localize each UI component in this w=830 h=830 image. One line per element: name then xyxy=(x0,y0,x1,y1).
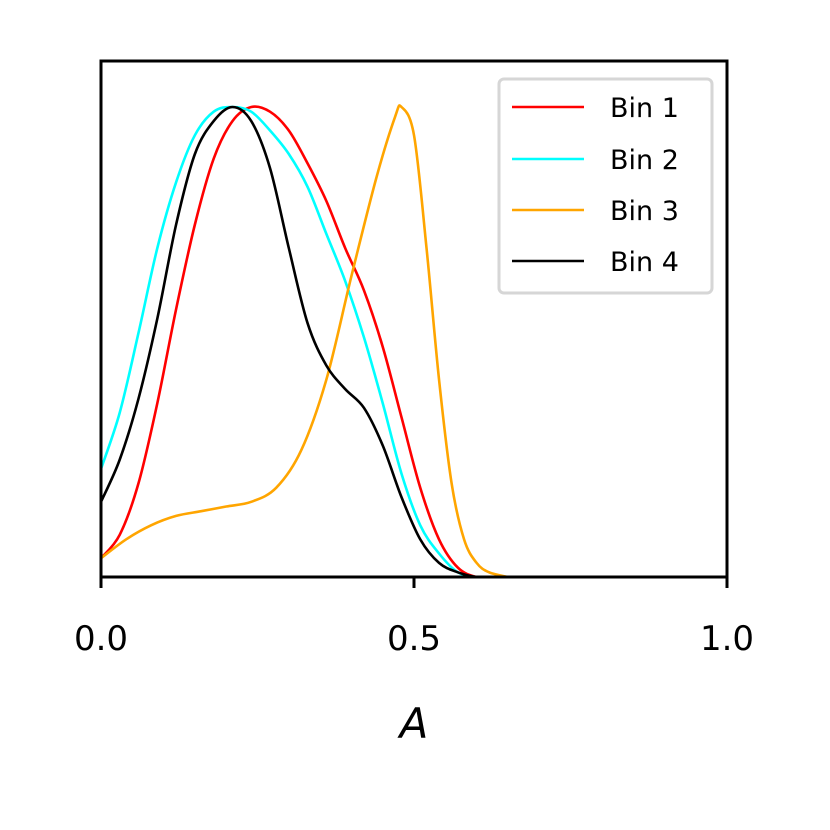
legend-box xyxy=(497,77,714,295)
legend-label: Bin 4 xyxy=(610,247,679,278)
series-line-1 xyxy=(101,105,496,577)
plot-area xyxy=(101,104,509,577)
series-line-2 xyxy=(101,105,496,577)
x-tick-label: 1.0 xyxy=(700,619,754,659)
legend-label: Bin 3 xyxy=(610,196,679,227)
series-line-4 xyxy=(101,105,490,577)
x-axis-ticks: 0.0 0.5 1.0 xyxy=(74,577,754,659)
legend: Bin 1 Bin 2 Bin 3 Bin 4 xyxy=(497,77,714,295)
x-tick-label: 0.5 xyxy=(387,619,441,659)
legend-label: Bin 1 xyxy=(610,93,679,124)
legend-label: Bin 2 xyxy=(610,145,679,176)
x-axis-label: A xyxy=(397,699,429,748)
x-tick-label: 0.0 xyxy=(74,619,128,659)
series-line-3 xyxy=(101,104,509,577)
